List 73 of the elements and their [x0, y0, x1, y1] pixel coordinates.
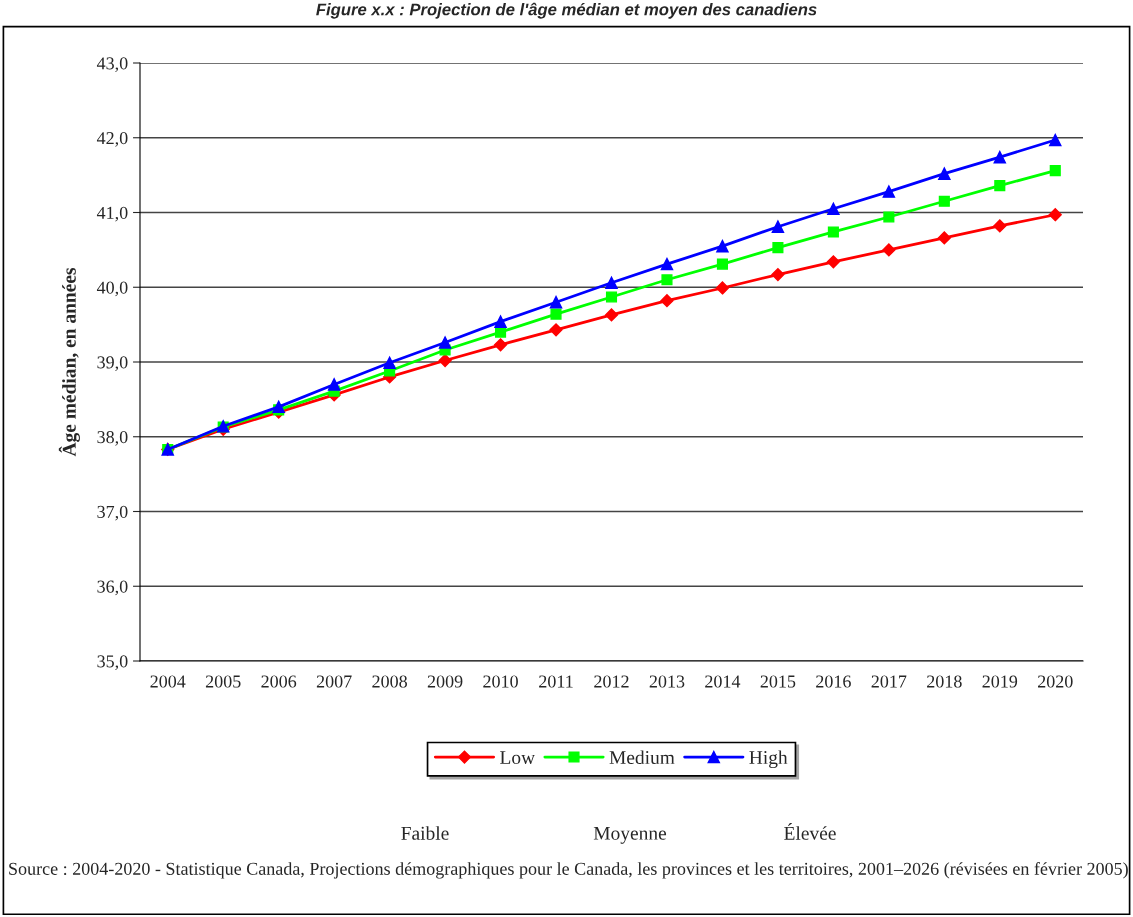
point: [1048, 208, 1062, 222]
point: [771, 220, 785, 233]
legend-label: High: [749, 750, 788, 769]
x-tick-label: 2010: [483, 675, 518, 688]
point: [716, 239, 729, 253]
point: [660, 257, 674, 271]
y-tick-label: 35,0: [97, 655, 128, 671]
point: [993, 150, 1007, 164]
x-tick-label: 2007: [316, 675, 352, 688]
point: [660, 294, 674, 308]
y-tick-label: 40,0: [96, 281, 128, 297]
x-tick-label: 2014: [705, 675, 741, 688]
point: [882, 185, 896, 198]
point: [1049, 133, 1062, 147]
legend-label: Low: [500, 751, 536, 765]
x-tick-label: 2012: [594, 675, 629, 688]
point: [605, 291, 618, 303]
source-note: Source : 2004-2020 - Statistique Canada, Projections démographiques pour le Canada, les provinces et les territoires, 2001–2026 (révisées en février 2005): [9, 862, 1128, 879]
x-tick-label: 2013: [649, 675, 685, 688]
point: [827, 226, 839, 238]
x-tick-label: 2016: [816, 675, 851, 688]
point: [605, 276, 618, 290]
y-tick-label: 39,0: [97, 356, 128, 372]
point: [827, 202, 840, 216]
point: [549, 323, 563, 337]
x-tick-label: 2018: [927, 675, 962, 688]
point: [826, 255, 840, 269]
x-tick-label: 2019: [982, 675, 1018, 688]
chart-title: Figure x.x : Projection de l'âge médian et moyen des canadiens: [316, 2, 817, 19]
point: [383, 356, 396, 369]
x-tick-label: 2020: [1038, 675, 1073, 688]
x-tick-label: 2009: [427, 675, 463, 688]
point: [938, 195, 950, 207]
x-tick-label: 2005: [205, 675, 241, 688]
point: [715, 281, 730, 295]
x-tick-label: 2011: [539, 675, 573, 688]
point: [994, 180, 1006, 192]
y-tick-label: 36,0: [97, 580, 128, 596]
point: [327, 378, 341, 391]
point: [1049, 165, 1061, 177]
x-tick-label: 2015: [760, 675, 796, 688]
y-axis-title: Âge médian, en années: [58, 267, 80, 457]
point: [438, 336, 452, 349]
y-tick-label: 41,0: [96, 206, 128, 222]
text: Élevée: [784, 823, 836, 840]
x-tick-label: 2017: [871, 675, 907, 688]
point: [661, 274, 673, 286]
y-tick-label: 38,0: [97, 431, 128, 446]
x-tick-label: 2006: [261, 675, 297, 688]
point: [272, 400, 285, 414]
point: [938, 167, 951, 180]
y-tick-label: 42,0: [96, 132, 128, 147]
x-tick-label: 2008: [372, 675, 407, 688]
text: Moyenne: [593, 826, 667, 844]
point: [495, 326, 507, 338]
point: [604, 308, 619, 322]
point: [549, 295, 563, 309]
x-tick-label: 2004: [150, 675, 186, 688]
point: [716, 258, 728, 270]
point: [882, 243, 896, 257]
point: [771, 267, 785, 282]
legend-label: Medium: [609, 750, 675, 765]
point: [438, 353, 452, 368]
point: [550, 308, 562, 320]
point: [937, 231, 951, 245]
point: [493, 338, 508, 352]
point: [494, 315, 507, 328]
point: [993, 219, 1007, 233]
point: [772, 242, 784, 254]
y-tick-label: 37,0: [97, 505, 128, 521]
text: Faible: [401, 826, 449, 840]
y-tick-label: 43,0: [96, 57, 128, 73]
point: [883, 211, 895, 223]
